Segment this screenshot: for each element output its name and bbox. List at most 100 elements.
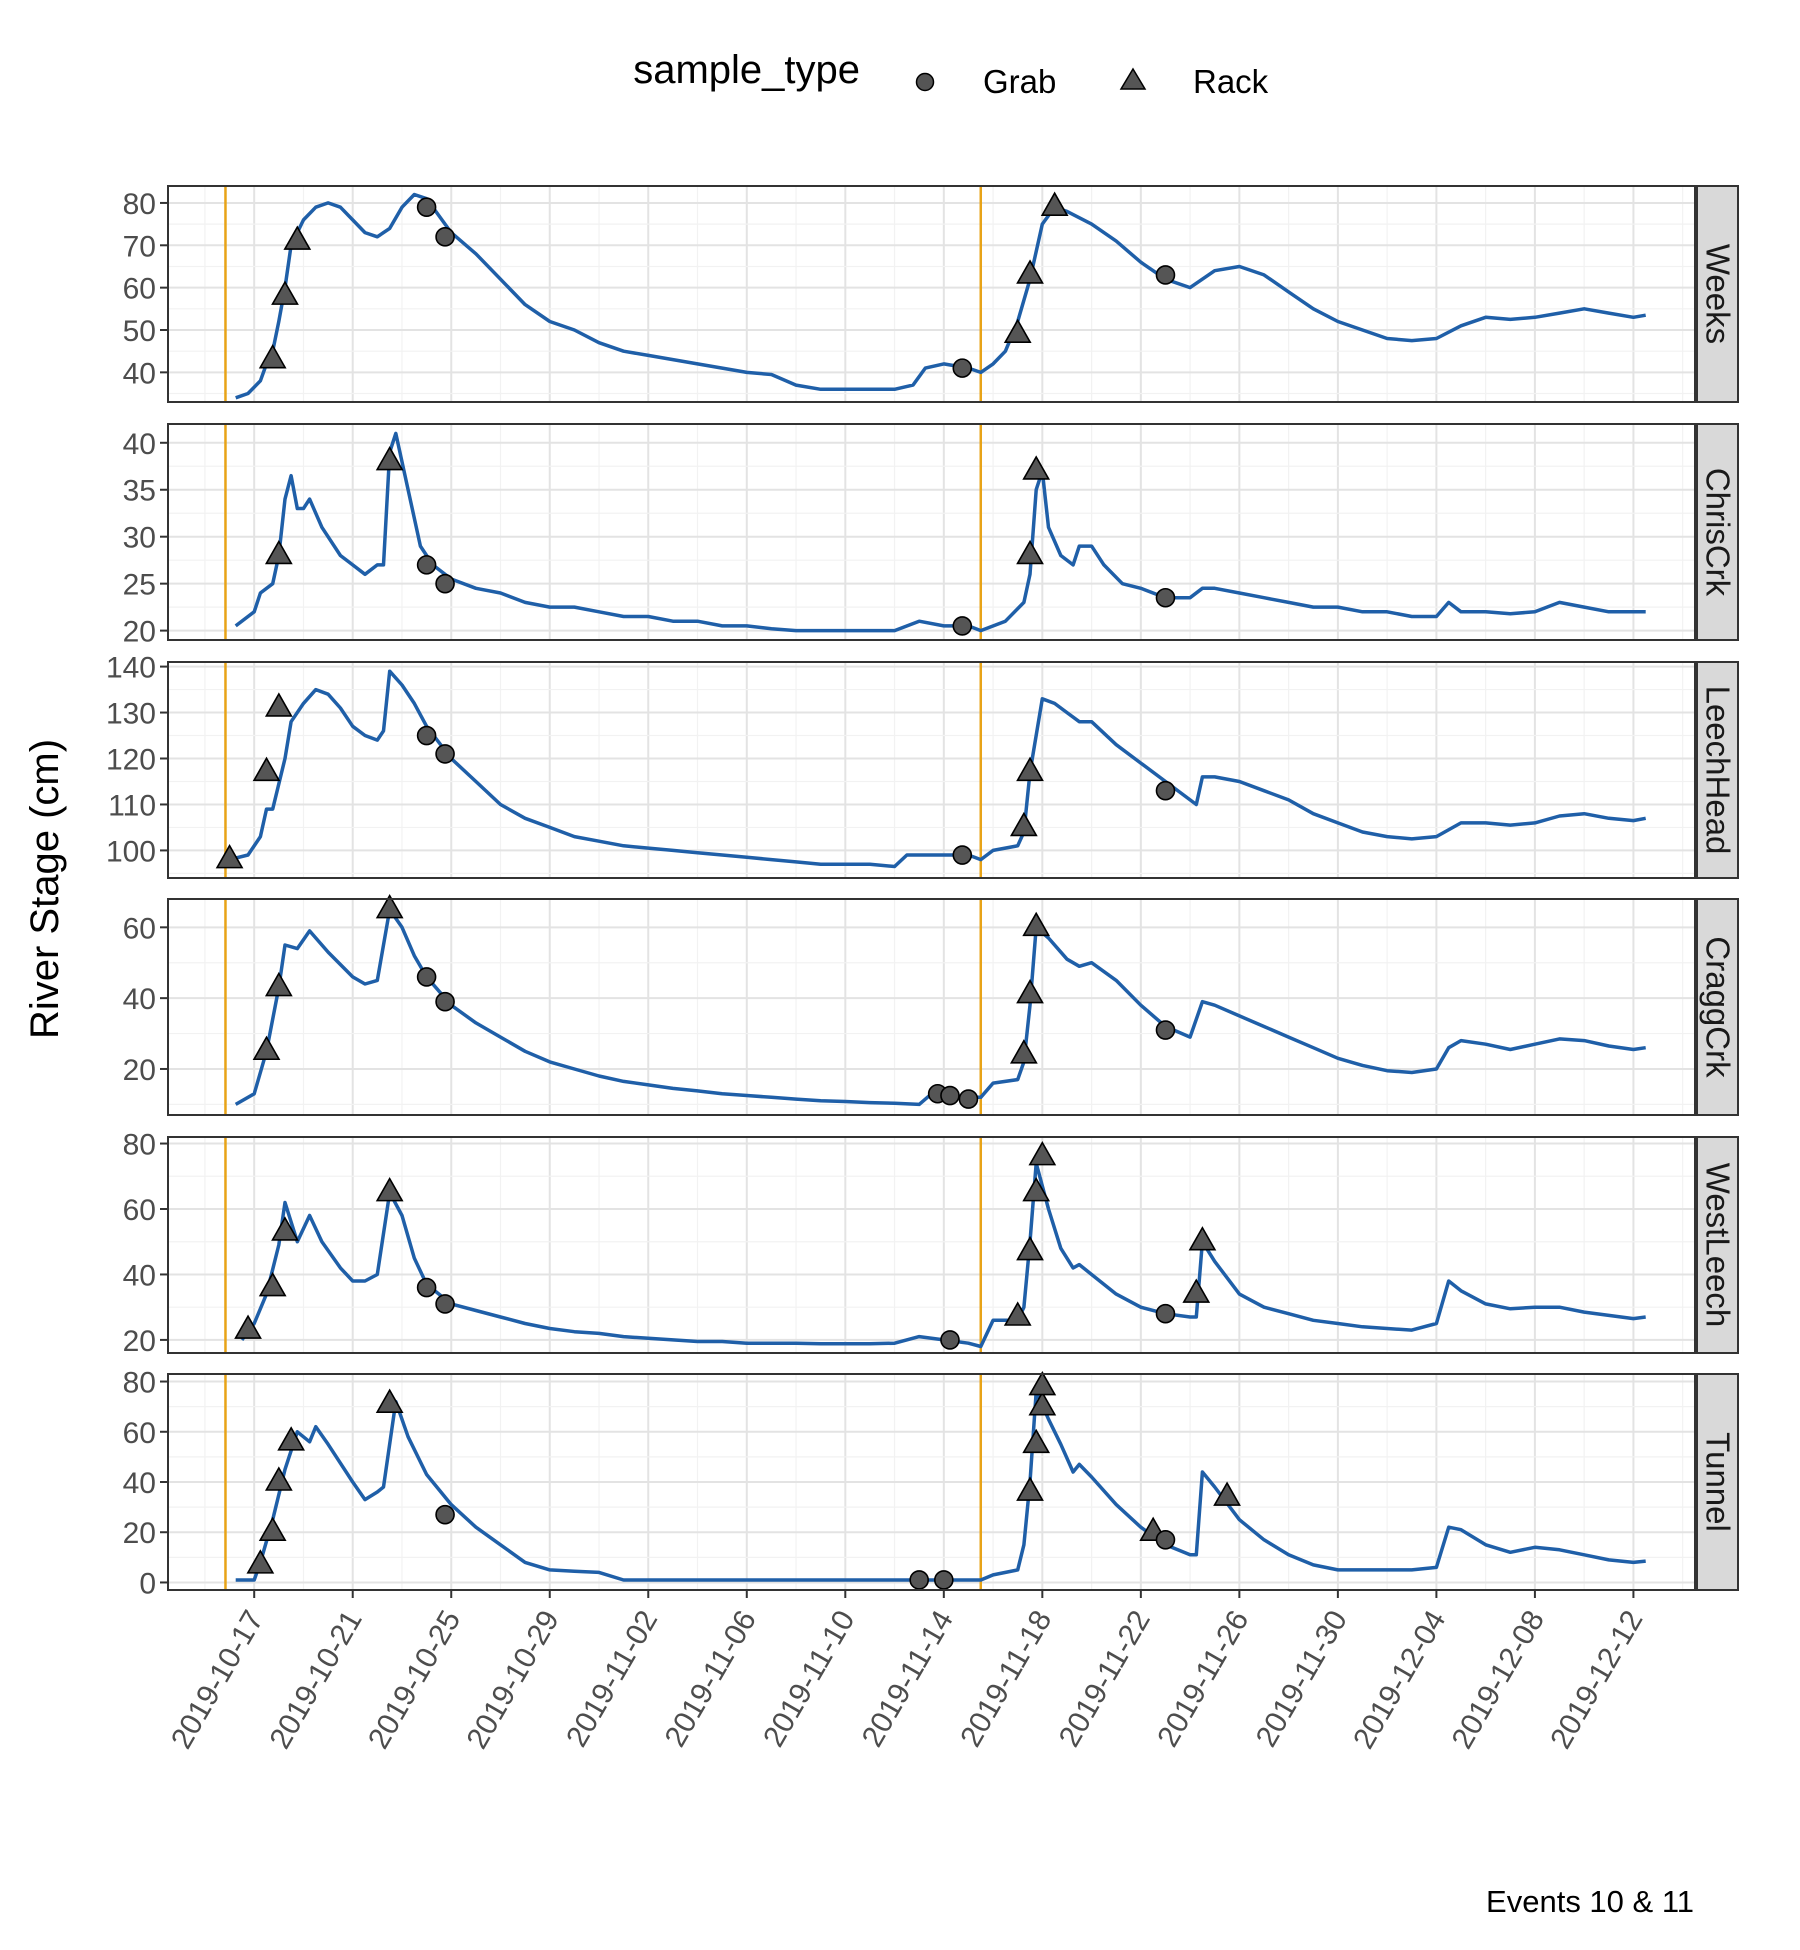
y-tick-label: 60 (123, 273, 156, 306)
panel-background (168, 1137, 1695, 1353)
grab-point (1155, 1020, 1176, 1040)
rack-point (1016, 539, 1044, 565)
grab-point (1155, 587, 1176, 608)
stage-series-line (234, 431, 1646, 633)
rack-point (264, 539, 293, 565)
stage-series-line (235, 192, 1646, 400)
rack-point (252, 1035, 281, 1061)
panel-weeks: 40 50 60 70 80 Weeks (123, 185, 1739, 403)
facet-strip-label: WestLeech (1700, 1163, 1737, 1327)
grab-point (435, 1504, 455, 1525)
y-tick-label: 130 (106, 698, 156, 731)
grab-point (940, 1330, 960, 1350)
rack-point (234, 1314, 262, 1339)
panel-border (167, 661, 1696, 879)
facet-strip (1696, 661, 1739, 879)
x-tick-label: 2019-11-02 (560, 1605, 664, 1752)
rack-point (1028, 1141, 1057, 1166)
grab-point (435, 573, 455, 594)
panel-leechhead: 100 110 120 130 140 LeechHead (106, 652, 1739, 879)
y-tick-label: 0 (139, 1567, 156, 1600)
grab-point (934, 1570, 954, 1590)
y-tick-label: 60 (123, 1417, 156, 1450)
legend-grab-label: Grab (983, 63, 1056, 100)
grab-point (952, 845, 973, 865)
rack-point (215, 843, 244, 869)
facet-panels: 4050607080Weeks2025303540ChrisCrk1001101… (106, 185, 1739, 1600)
y-tick-label: 20 (123, 1325, 156, 1358)
rack-point (1016, 1235, 1044, 1261)
y-tick-label: 110 (108, 789, 156, 822)
y-axis-label: River Stage (cm) (23, 739, 67, 1039)
rack-point (246, 1549, 275, 1574)
grab-point (1155, 780, 1176, 801)
rack-point (1028, 1370, 1057, 1396)
rack-point (264, 692, 293, 717)
legend-rack-marker (1119, 67, 1147, 90)
rack-point (1003, 318, 1032, 344)
facet-strip (1696, 423, 1739, 641)
y-tick-label: 40 (123, 1259, 156, 1292)
rack-point (271, 280, 299, 305)
y-tick-label: 20 (123, 1054, 156, 1087)
panel-craggcrk: 20 40 60 CraggCrk (123, 894, 1739, 1116)
rack-point (1022, 1428, 1051, 1454)
x-tick-label: 2019-10-29 (460, 1605, 565, 1754)
panel-border (167, 1136, 1696, 1354)
rack-point (375, 1388, 404, 1413)
rack-point (1188, 1226, 1217, 1251)
rack-point (1016, 1476, 1044, 1501)
facet-strip (1696, 898, 1739, 1116)
legend-rack-label: Rack (1193, 63, 1269, 100)
x-tick-label: 2019-11-22 (1053, 1605, 1157, 1752)
rack-point (1182, 1278, 1211, 1303)
rack-point (252, 756, 281, 782)
rack-point (277, 1426, 306, 1451)
y-tick-label: 40 (123, 983, 156, 1016)
rack-point (271, 1216, 299, 1241)
y-tick-label: 40 (123, 357, 156, 390)
legend-title: sample_type (633, 48, 860, 92)
grab-point (909, 1570, 929, 1590)
x-axis: 2019-10-172019-10-212019-10-252019-10-29… (165, 1590, 1649, 1754)
grab-point (435, 991, 455, 1012)
x-tick-label: 2019-11-10 (757, 1605, 861, 1752)
x-tick-label: 2019-10-25 (362, 1605, 467, 1754)
panel-chriscrk: 20 25 30 35 40 ChrisCrk (123, 423, 1739, 649)
grab-point (416, 967, 437, 987)
rack-point (1016, 259, 1044, 284)
stage-series-line (235, 1389, 1646, 1582)
panel-tunnel: 0 20 40 60 80 Tunnel (123, 1367, 1739, 1600)
x-tick-label: 2019-12-12 (1544, 1605, 1649, 1754)
grab-point (416, 725, 437, 746)
x-tick-label: 2019-11-06 (659, 1605, 763, 1752)
x-tick-label: 2019-10-21 (263, 1605, 368, 1754)
y-tick-label: 50 (123, 315, 156, 348)
rack-point (1040, 191, 1069, 216)
y-tick-label: 80 (123, 1129, 156, 1162)
rack-point (1028, 1391, 1057, 1416)
y-tick-label: 20 (123, 1517, 156, 1550)
rack-point (264, 1466, 293, 1491)
y-tick-label: 35 (123, 475, 156, 508)
grab-point (1155, 265, 1176, 285)
panel-background (168, 899, 1695, 1115)
y-tick-label: 60 (123, 1194, 156, 1227)
y-tick-label: 30 (123, 522, 156, 555)
rack-point (375, 894, 404, 919)
rack-point (1016, 978, 1044, 1004)
x-tick-label: 2019-11-26 (1151, 1605, 1255, 1752)
panel-border (167, 185, 1696, 403)
stage-series-line (229, 669, 1647, 869)
facet-strip-label: ChrisCrk (1700, 468, 1737, 597)
y-tick-label: 60 (123, 912, 156, 945)
rack-point (264, 971, 293, 997)
x-tick-label: 2019-11-14 (856, 1605, 960, 1752)
rack-point (1213, 1481, 1241, 1506)
x-tick-label: 2019-12-08 (1446, 1605, 1551, 1754)
rack-point (283, 225, 312, 250)
grab-point (435, 227, 455, 247)
panel-border (167, 423, 1696, 641)
y-tick-label: 70 (123, 230, 156, 263)
